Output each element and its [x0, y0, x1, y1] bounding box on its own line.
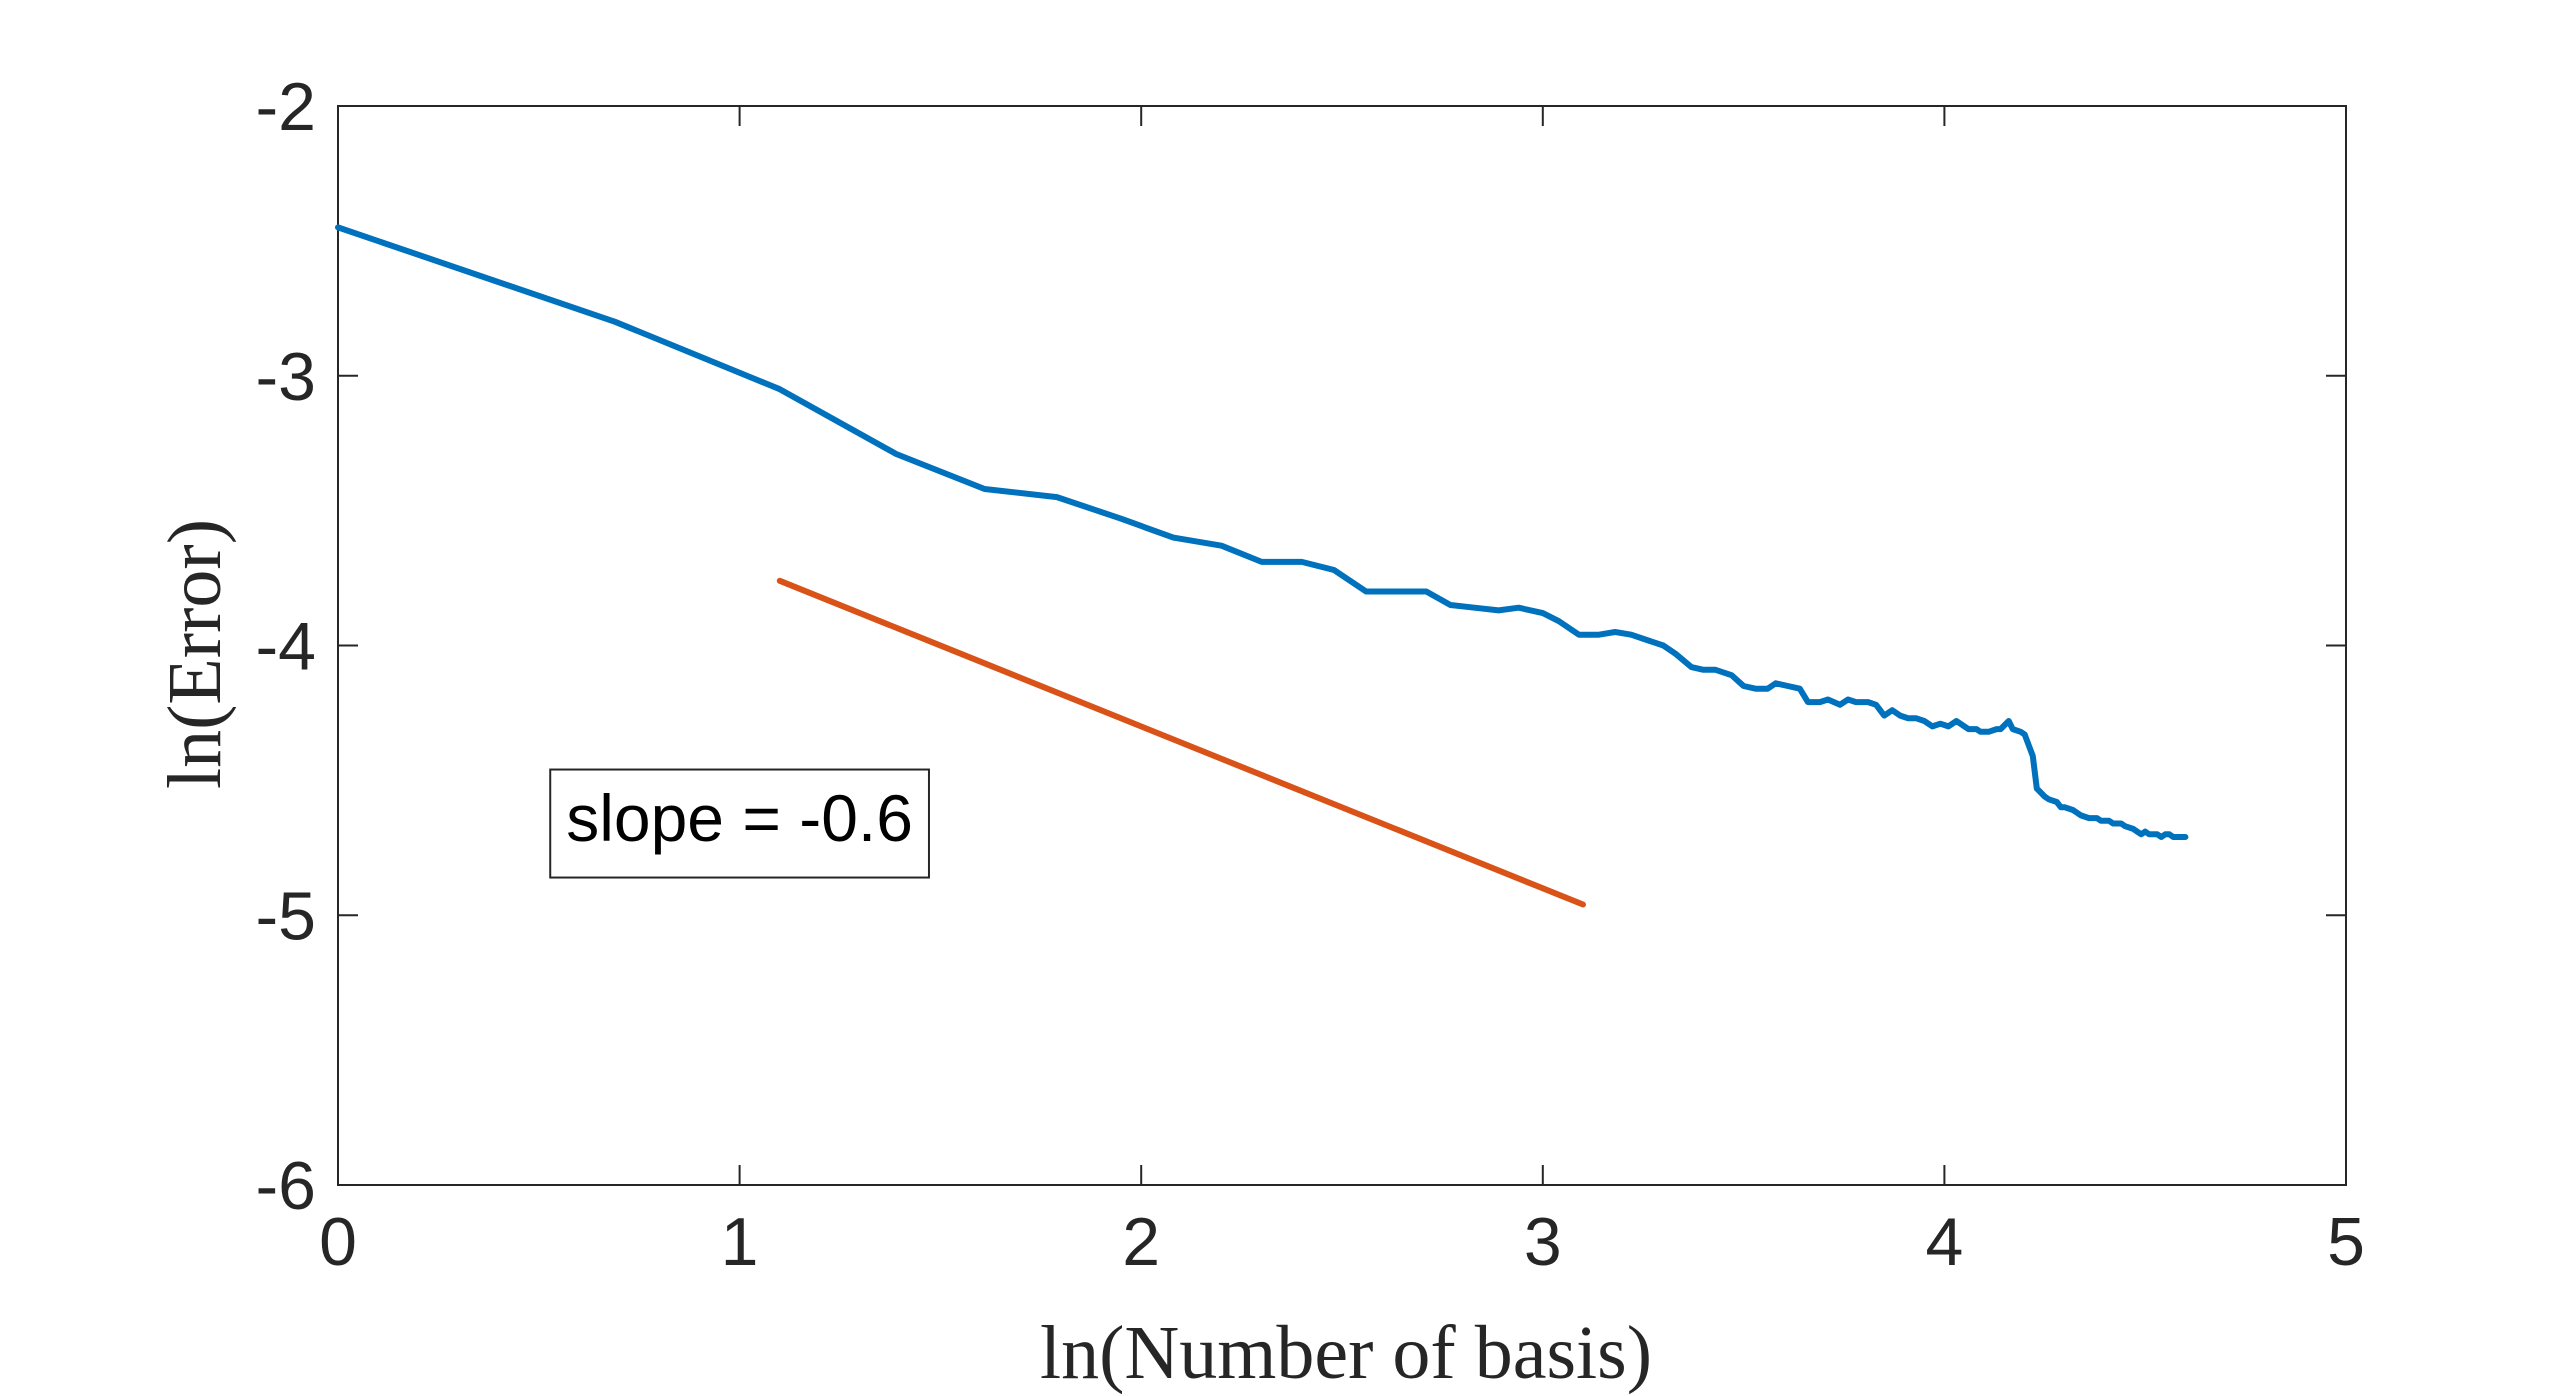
slope-reference-line — [776, 577, 1586, 908]
slope-annotation: slope = -0.6 — [549, 768, 930, 879]
y-axis-label: ln(Error) — [153, 519, 237, 789]
x-tick-label: 3 — [1524, 1204, 1562, 1280]
y-tick-label: -5 — [256, 878, 316, 954]
x-axis-label: ln(Number of basis) — [1040, 1311, 1652, 1395]
y-tick-label: -3 — [256, 339, 316, 415]
annotation-text: slope = -0.6 — [566, 781, 913, 855]
x-tick-label: 2 — [1122, 1204, 1160, 1280]
annotation-box — [549, 768, 930, 879]
x-tick-label: 0 — [319, 1204, 357, 1280]
axis-ticks: 0 1 2 3 4 5 -6 -5 -4 -3 -2 — [256, 69, 2365, 1280]
y-tick-label: -2 — [256, 69, 316, 145]
x-tick-label: 5 — [2327, 1204, 2365, 1280]
error-series-line — [335, 224, 2189, 840]
y-tick-label: -4 — [256, 609, 316, 685]
y-tick-label: -6 — [256, 1148, 316, 1224]
x-tick-label: 4 — [1925, 1204, 1963, 1280]
x-tick-label: 1 — [721, 1204, 759, 1280]
